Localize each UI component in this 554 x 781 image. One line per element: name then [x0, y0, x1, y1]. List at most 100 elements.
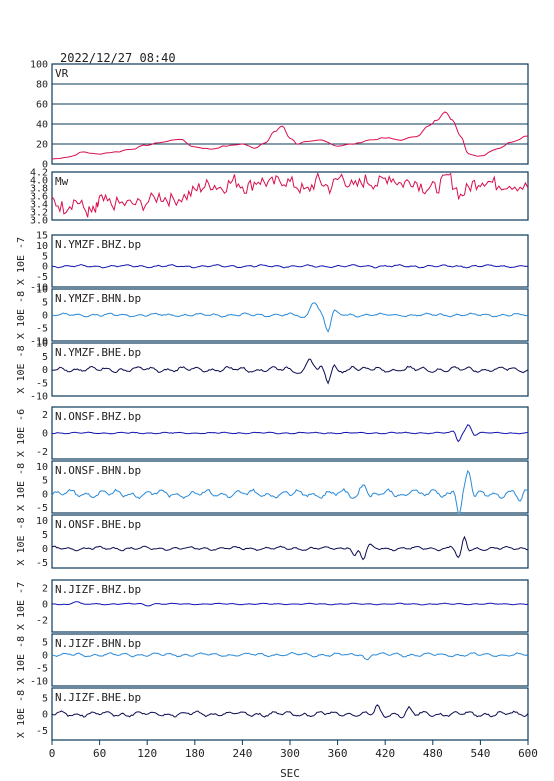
y-tick-label: 80: [36, 80, 48, 91]
y-scale-label: X 10E -8: [16, 636, 27, 684]
panel-frame: [51, 63, 529, 165]
series-line: [51, 358, 529, 385]
y-tick-label: -5: [36, 503, 48, 514]
y-tick-label: 4.0: [30, 176, 48, 187]
panel-frame: [51, 171, 529, 221]
y-tick-label: 10: [36, 285, 48, 296]
panel-onsf-bhz: 2 0 -2 X 10E -6 N.ONSF.BHZ.bp: [16, 406, 529, 460]
y-scale-label: X 10E -8: [16, 345, 27, 393]
y-tick-label: 4.2: [30, 168, 48, 179]
y-tick-label: 5: [42, 251, 48, 262]
x-tick-label: 60: [93, 747, 106, 760]
panel-jizf-bhe: 5 0 -5 X 10E -8 N.JIZF.BHE.bp: [16, 687, 529, 741]
y-tick-label: 10: [36, 339, 48, 350]
y-tick-label: -5: [36, 272, 48, 283]
y-tick-label: 3.6: [30, 192, 48, 203]
y-tick-label: 0: [42, 429, 48, 440]
series-line: [51, 302, 529, 333]
y-tick-label: 40: [36, 120, 48, 131]
y-tick-label: 100: [30, 60, 48, 71]
y-scale-label: X 10E -8: [16, 690, 27, 738]
panel-label: N.ONSF.BHZ.bp: [55, 410, 141, 423]
y-tick-label: 0: [42, 710, 48, 721]
y-tick-label: 3.4: [30, 200, 48, 211]
y-tick-label: 3.2: [30, 208, 48, 219]
y-tick-label: 5: [42, 298, 48, 309]
y-tick-label: 5: [42, 530, 48, 541]
panel-label: N.JIZF.BHE.bp: [55, 691, 141, 704]
x-tick-label: 540: [470, 747, 490, 760]
y-tick-label: 2: [42, 584, 48, 595]
y-tick-label: -5: [36, 726, 48, 737]
y-scale-label: X 10E -6: [16, 409, 27, 457]
series-line: [51, 469, 529, 514]
x-axis: 0 60 120 180 240 300 360 420 480 540 600: [49, 740, 538, 760]
y-tick-label: 20: [36, 140, 48, 151]
y-tick-label: -5: [36, 558, 48, 569]
y-tick-label: 3.0: [30, 216, 48, 227]
y-tick-label: 0: [42, 600, 48, 611]
y-tick-label: -5: [36, 378, 48, 389]
y-tick-label: 3.8: [30, 184, 48, 195]
y-scale-label: X 10E -7: [16, 582, 27, 630]
x-tick-label: 600: [518, 747, 538, 760]
y-tick-label: -5: [36, 324, 48, 335]
x-axis-title: SEC: [280, 767, 300, 780]
series-line: [51, 601, 529, 607]
panel-label: N.YMZF.BHE.bp: [55, 346, 141, 359]
series-line: [51, 264, 529, 269]
panel-label: N.YMZF.BHZ.bp: [55, 238, 141, 251]
y-tick-label: -2: [36, 616, 48, 627]
y-scale-label: X 10E -8: [16, 291, 27, 339]
y-tick-label: 15: [36, 231, 48, 242]
y-tick-label: 10: [36, 516, 48, 527]
x-tick-label: 120: [137, 747, 157, 760]
x-tick-label: 300: [280, 747, 300, 760]
y-scale-label: X 10E -8: [16, 463, 27, 511]
y-tick-label: 5: [42, 637, 48, 648]
panel-jizf-bhn: 5 0 -5 -10X 10E -8 N.JIZF.BHN.bp: [16, 633, 529, 687]
panel-label: N.JIZF.BHN.bp: [55, 637, 141, 650]
x-tick-label: 0: [49, 747, 56, 760]
x-tick-label: 360: [328, 747, 348, 760]
y-scale-label: X 10E -8: [16, 517, 27, 565]
timestamp: 2022/12/27 08:40: [60, 51, 176, 65]
x-tick-label: 180: [185, 747, 205, 760]
panel-mw: 4.24.03.83.63.43.23.0 Mw: [30, 168, 529, 227]
panel-label: N.ONSF.BHN.bp: [55, 464, 141, 477]
panel-frame: [51, 633, 529, 687]
x-tick-label: 480: [423, 747, 443, 760]
panel-frame: [51, 406, 529, 460]
y-tick-label: -2: [36, 447, 48, 458]
y-tick-label: 60: [36, 100, 48, 111]
y-tick-label: 0: [42, 311, 48, 322]
y-tick-label: 10: [36, 462, 48, 473]
y-tick-label: -10: [30, 392, 48, 403]
panel-onsf-bhn: 10 5 0 -5 X 10E -8 N.ONSF.BHN.bp: [16, 460, 529, 514]
x-tick-label: 420: [375, 747, 395, 760]
panel-frame: [51, 234, 529, 288]
panel-ymzf-bhn: 10 5 0 -5 -10X 10E -8 N.YMZF.BHN.bp: [16, 285, 529, 348]
panel-label: N.ONSF.BHE.bp: [55, 518, 141, 531]
panel-onsf-bhe: 10 5 0 -5 X 10E -8 N.ONSF.BHE.bp: [16, 514, 529, 569]
y-tick-label: 0: [42, 650, 48, 661]
panel-label: N.YMZF.BHN.bp: [55, 292, 141, 305]
y-tick-label: -10: [30, 283, 48, 294]
x-tick-label: 240: [232, 747, 252, 760]
y-tick-label: 0: [42, 489, 48, 500]
y-tick-label: 5: [42, 476, 48, 487]
panels: 100806040200VR4.24.03.83.63.43.23.0Mw151…: [16, 60, 529, 741]
panel-ymzf-bhe: 10 5 0 -5 -10X 10E -8 N.YMZF.BHE.bp: [16, 339, 529, 403]
panel-frame: [51, 579, 529, 633]
y-tick-label: -10: [30, 337, 48, 348]
series-line: [51, 535, 529, 561]
panel-jizf-bhz: 2 0 -2 X 10E -7 N.JIZF.BHZ.bp: [16, 579, 529, 633]
series-line: [51, 424, 529, 443]
y-tick-label: 5: [42, 352, 48, 363]
panel-label: Mw: [55, 175, 69, 188]
y-tick-label: 0: [42, 365, 48, 376]
y-tick-label: -5: [36, 663, 48, 674]
series-line: [51, 651, 529, 661]
